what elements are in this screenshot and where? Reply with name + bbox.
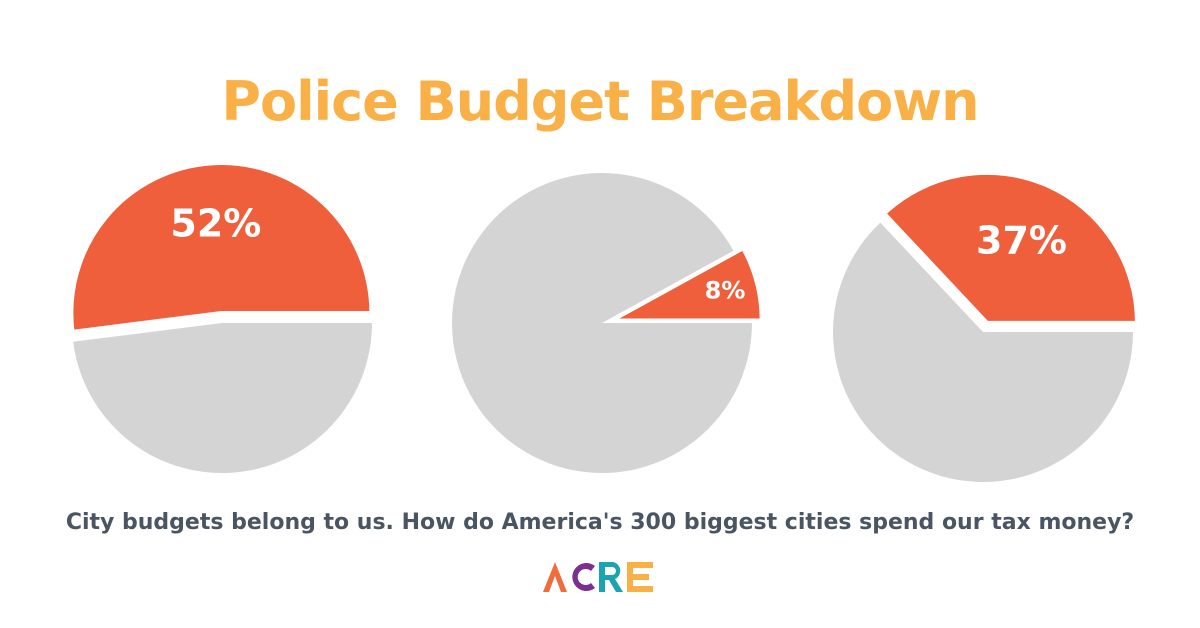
logo-letter-r [599,562,623,592]
pie-1-label: 52% [170,202,261,246]
pie-3-slice-rest [832,222,1133,482]
logo-letter-c [572,563,595,591]
acre-logo [543,562,653,592]
page-title: Police Budget Breakdown [221,70,979,133]
pie-2-label: 8% [705,276,746,304]
pie-1-slice-rest [73,323,373,474]
pie-3-label: 37% [976,219,1067,263]
pie-3-slice-highlight [881,170,1139,325]
pie-2-slice-highlight [610,245,764,323]
logo-letter-a [543,562,567,592]
caption: City budgets belong to us. How do Americ… [65,510,1135,535]
logo-letter-e [627,562,653,592]
pie-1-slice-highlight [69,161,374,335]
pie-2-slice-rest [451,172,752,473]
